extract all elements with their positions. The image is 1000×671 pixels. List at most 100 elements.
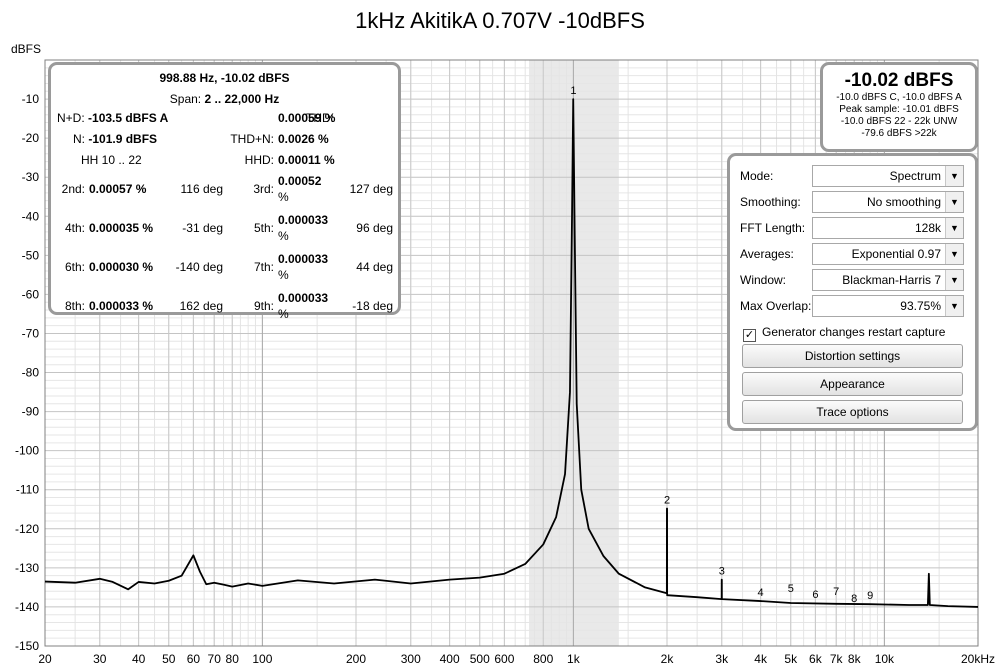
- mode-row: Mode: Spectrum ▼: [740, 165, 964, 187]
- harmonic-phase: -18 deg: [352, 299, 393, 313]
- x-tick-label: 40: [132, 652, 146, 666]
- chevron-down-icon: ▼: [945, 218, 963, 238]
- thdn-label: THD+N:: [230, 132, 274, 146]
- averages-select[interactable]: Exponential 0.97 ▼: [812, 243, 964, 265]
- x-tick-label: 800: [533, 652, 553, 666]
- chart-title: 1kHz AkitikA 0.707V -10dBFS: [355, 8, 645, 33]
- nd-label: N+D:: [57, 111, 85, 125]
- y-tick-label: -10: [22, 92, 40, 106]
- smoothing-row: Smoothing: No smoothing ▼: [740, 191, 964, 213]
- smoothing-value: No smoothing: [866, 195, 941, 209]
- harmonic-label: 9th:: [253, 299, 274, 313]
- trace-options-button[interactable]: Trace options: [742, 400, 963, 424]
- checkmark-icon: ✓: [743, 329, 756, 342]
- harmonic-pct: %: [278, 268, 289, 282]
- window-select[interactable]: Blackman-Harris 7 ▼: [812, 269, 964, 291]
- harmonic-label: 4th:: [64, 221, 85, 235]
- y-tick-label: -140: [15, 600, 39, 614]
- y-tick-label: -90: [22, 405, 40, 419]
- x-tick-label: 100: [252, 652, 272, 666]
- y-axis-label: dBFS: [11, 42, 42, 56]
- averages-row: Averages: Exponential 0.97 ▼: [740, 243, 964, 265]
- mode-label: Mode:: [740, 169, 774, 183]
- chevron-down-icon: ▼: [945, 166, 963, 186]
- generator-restart-label: Generator changes restart capture: [762, 325, 946, 339]
- harmonic-phase: -140 deg: [175, 260, 223, 274]
- harmonic-pct: %: [278, 307, 289, 321]
- distortion-settings-button[interactable]: Distortion settings: [742, 344, 963, 368]
- peak-line-4: -79.6 dBFS >22k: [861, 128, 937, 139]
- x-tick-label: 2k: [661, 652, 675, 666]
- x-tick-label: 500: [470, 652, 490, 666]
- harmonic-value: 0.000033 %: [89, 299, 154, 313]
- fft-length-select[interactable]: 128k ▼: [812, 217, 964, 239]
- harmonic-label: 8th:: [64, 299, 85, 313]
- generator-restart-checkbox[interactable]: ✓ Generator changes restart capture: [743, 325, 945, 342]
- fft-length-value: 128k: [914, 221, 941, 235]
- max-overlap-value: 93.75%: [900, 299, 941, 313]
- noise-value: -101.9 dBFS: [88, 132, 158, 146]
- max-overlap-select[interactable]: 93.75% ▼: [812, 295, 964, 317]
- window-label: Window:: [740, 273, 787, 287]
- harmonic-label: 3rd:: [253, 182, 274, 196]
- chevron-down-icon: ▼: [945, 296, 963, 316]
- x-tick-label: 600: [494, 652, 514, 666]
- harmonic-pct: %: [278, 190, 289, 204]
- hh-range: HH 10 .. 22: [81, 153, 142, 167]
- averages-label: Averages:: [740, 247, 794, 261]
- harmonic-label: 2nd:: [61, 182, 85, 196]
- harmonic-marker: 1: [570, 85, 576, 97]
- fft-length-label: FFT Length:: [740, 221, 806, 235]
- x-tick-label: 1k: [567, 652, 581, 666]
- harmonic-phase: 44 deg: [356, 260, 393, 274]
- thd-value: 0.00059 %: [278, 111, 336, 125]
- thd-label: THD:: [306, 111, 334, 125]
- harmonic-marker: 8: [851, 593, 857, 605]
- y-tick-label: -20: [22, 131, 40, 145]
- harmonic-marker: 5: [788, 583, 794, 595]
- mode-select[interactable]: Spectrum ▼: [812, 165, 964, 187]
- x-tick-label: 8k: [848, 652, 862, 666]
- smoothing-label: Smoothing:: [740, 195, 801, 209]
- harmonic-value: 0.000033: [278, 291, 329, 305]
- x-tick-label: 80: [226, 652, 240, 666]
- spectrum-trace: [44, 98, 979, 608]
- nd-value: -103.5 dBFS A: [88, 111, 169, 125]
- harmonic-value: 0.000033: [278, 213, 329, 227]
- harmonic-label: 5th:: [253, 221, 274, 235]
- x-tick-label: 5k: [784, 652, 798, 666]
- y-tick-label: -30: [22, 170, 40, 184]
- harmonic-marker: 7: [833, 586, 839, 598]
- y-tick-label: -130: [15, 561, 39, 575]
- harmonic-marker: 6: [812, 589, 818, 601]
- appearance-button[interactable]: Appearance: [742, 372, 963, 396]
- span-label: Span:: [169, 92, 202, 106]
- smoothing-select[interactable]: No smoothing ▼: [812, 191, 964, 213]
- peak-line-2: Peak sample: -10.01 dBFS: [839, 104, 959, 115]
- peak-line-3: -10.0 dBFS 22 - 22k UNW: [840, 116, 958, 127]
- harmonic-value: 0.000033: [278, 252, 329, 266]
- harmonic-marker: 9: [867, 590, 873, 602]
- harmonic-label: 7th:: [253, 260, 274, 274]
- harmonic-label: 6th:: [64, 260, 85, 274]
- x-tick-label: 300: [401, 652, 421, 666]
- x-tick-label: 70: [208, 652, 222, 666]
- harmonic-phase: 127 deg: [349, 182, 393, 196]
- y-tick-label: -110: [16, 483, 39, 497]
- chevron-down-icon: ▼: [945, 244, 963, 264]
- harmonic-phase: 116 deg: [180, 182, 224, 196]
- x-tick-label: 20: [38, 652, 52, 666]
- chevron-down-icon: ▼: [945, 192, 963, 212]
- fft-length-row: FFT Length: 128k ▼: [740, 217, 964, 239]
- max-overlap-label: Max Overlap:: [740, 299, 812, 313]
- window-row: Window: Blackman-Harris 7 ▼: [740, 269, 964, 291]
- averages-value: Exponential 0.97: [851, 247, 941, 261]
- harmonic-phase: 162 deg: [179, 299, 223, 313]
- x-tick-label: 20kHz: [961, 652, 995, 666]
- noise-readout: N: -101.9 dBFS: [57, 132, 157, 146]
- y-tick-label: -120: [15, 522, 39, 536]
- x-tick-label: 30: [93, 652, 107, 666]
- y-tick-label: -70: [22, 326, 40, 340]
- peak-level-panel: -10.02 dBFS -10.0 dBFS C, -10.0 dBFS A P…: [820, 62, 978, 152]
- harmonic-phase: 96 deg: [356, 221, 393, 235]
